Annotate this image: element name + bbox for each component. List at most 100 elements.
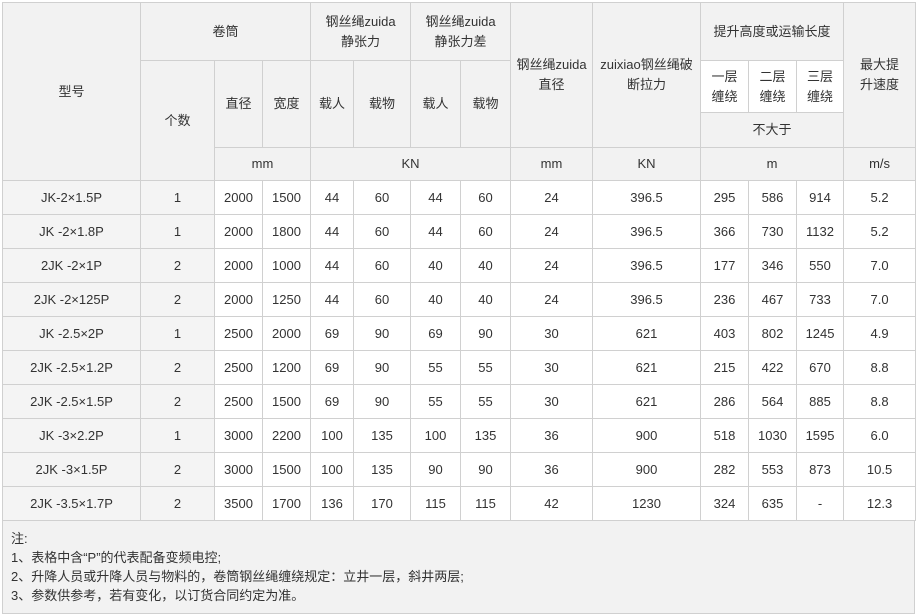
table-cell: 36 xyxy=(510,418,594,453)
table-row: 2JK -2.5×1.2P 2 2500 1200 69 90 55 55 30 621 215 42… xyxy=(2,350,917,385)
header-cell: 卷筒 xyxy=(139,2,312,61)
table-cell: 802 xyxy=(748,316,798,351)
table-cell: 90 xyxy=(460,452,512,487)
table-cell: 1500 xyxy=(261,384,312,419)
table-cell: 2JK -2×125P xyxy=(2,282,141,317)
table-cell: 24 xyxy=(510,214,594,249)
table-cell: 885 xyxy=(796,384,845,419)
table-row: JK -2×1.8P 1 2000 1800 44 60 44 60 24 396.5 366 730… xyxy=(2,214,917,249)
header-cell: 三层缠绕 xyxy=(796,60,845,113)
table-cell: 518 xyxy=(700,418,750,453)
table-cell: 1200 xyxy=(261,350,312,385)
table-cell: 30 xyxy=(510,384,594,419)
spec-table: 型号 卷筒 钢丝绳zuida静张力 钢丝绳zuida静张力差 钢丝绳zuida直… xyxy=(2,2,917,521)
table-cell: 60 xyxy=(353,214,412,249)
table-cell: 295 xyxy=(700,180,750,215)
table-cell: 2JK -3×1.5P xyxy=(2,452,141,487)
table-cell: 1245 xyxy=(796,316,845,351)
table-cell: 177 xyxy=(700,248,750,283)
table-cell: 55 xyxy=(410,350,462,385)
table-cell: 1000 xyxy=(261,248,312,283)
table-cell: 1500 xyxy=(261,452,312,487)
table-cell: 30 xyxy=(510,316,594,351)
table-cell: 3500 xyxy=(214,486,263,521)
table-cell: 3000 xyxy=(214,452,263,487)
note-line: 2、升降人员或升降人员与物料的，卷筒钢丝绳缠绕规定：立井一层，斜井两层; xyxy=(11,569,464,584)
header-cell: 直径 xyxy=(214,60,263,148)
table-cell: 44 xyxy=(410,180,462,215)
table-cell: 30 xyxy=(510,350,594,385)
table-cell: 90 xyxy=(410,452,462,487)
table-cell: 90 xyxy=(353,350,412,385)
table-cell: 324 xyxy=(700,486,750,521)
note-line: 3、参数供参考，若有变化，以订货合同约定为准。 xyxy=(11,588,305,603)
header-cell: 提升高度或运输长度 xyxy=(700,2,845,61)
table-cell: 136 xyxy=(310,486,355,521)
table-cell: 60 xyxy=(460,180,512,215)
table-body: JK-2×1.5P 1 2000 1500 44 60 44 60 24 396.5 295 586 9… xyxy=(2,180,917,521)
table-cell: 2000 xyxy=(214,282,263,317)
unit-cell: m/s xyxy=(843,147,917,181)
notes: 注: 1、表格中含“P”的代表配备变频电控; 2、升降人员或升降人员与物料的，卷筒钢… xyxy=(2,521,915,614)
table-cell: 564 xyxy=(748,384,798,419)
table-cell: 69 xyxy=(310,384,355,419)
table-row: 2JK -2×1P 2 2000 1000 44 60 40 40 24 396.5 177 346 5… xyxy=(2,248,917,283)
table-cell: 733 xyxy=(796,282,845,317)
header-cell: 型号 xyxy=(2,2,141,181)
table-cell: 2500 xyxy=(214,384,263,419)
table-cell: 5.2 xyxy=(843,180,917,215)
note-line: 1、表格中含“P”的代表配备变频电控; xyxy=(11,550,222,565)
table-cell: 215 xyxy=(700,350,750,385)
table-cell: 1595 xyxy=(796,418,845,453)
table-cell: 2JK -2×1P xyxy=(2,248,141,283)
table-row: 2JK -3×1.5P 2 3000 1500 100 135 90 90 36 900 282 55… xyxy=(2,452,917,487)
table-row: JK -2.5×2P 1 2500 2000 69 90 69 90 30 621 403 802 12… xyxy=(2,316,917,351)
table-cell: 24 xyxy=(510,282,594,317)
table-cell: 900 xyxy=(592,418,702,453)
unit-cell: mm xyxy=(213,147,312,181)
header-cell: 个数 xyxy=(140,60,215,181)
table-cell: JK -3×2.2P xyxy=(2,418,141,453)
table-cell: 1700 xyxy=(261,486,312,521)
table-cell: 396.5 xyxy=(592,180,702,215)
table-cell: 44 xyxy=(410,214,462,249)
table-cell: 44 xyxy=(310,180,355,215)
table-cell: 40 xyxy=(410,248,462,283)
table-cell: 2000 xyxy=(261,316,312,351)
table-cell: JK-2×1.5P xyxy=(2,180,141,215)
table-cell: 10.5 xyxy=(843,452,917,487)
table-cell: JK -2.5×2P xyxy=(2,316,141,351)
table-cell: 1500 xyxy=(261,180,312,215)
header-cell: 钢丝绳zuida静张力差 xyxy=(410,2,512,61)
table-cell: 5.2 xyxy=(843,214,917,249)
table-cell: 635 xyxy=(748,486,798,521)
unit-cell: KN xyxy=(310,147,512,181)
table-cell: 282 xyxy=(700,452,750,487)
table-cell: 366 xyxy=(700,214,750,249)
table-cell: 621 xyxy=(592,350,702,385)
table-cell: 2500 xyxy=(214,350,263,385)
header-cell: zuixiao钢丝绳破断拉力 xyxy=(592,2,702,148)
table-cell: 40 xyxy=(460,248,512,283)
table-cell: 586 xyxy=(748,180,798,215)
table-cell: 8.8 xyxy=(843,384,917,419)
table-cell: 2 xyxy=(140,282,215,317)
table-cell: 69 xyxy=(410,316,462,351)
header-cell: 宽度 xyxy=(261,60,312,148)
table-cell: 2JK -2.5×1.5P xyxy=(2,384,141,419)
table-row: JK-2×1.5P 1 2000 1500 44 60 44 60 24 396.5 295 586 9… xyxy=(2,180,917,215)
table-cell: 236 xyxy=(700,282,750,317)
table-cell: JK -2×1.8P xyxy=(2,214,141,249)
table-cell: 12.3 xyxy=(843,486,917,521)
table-cell: 621 xyxy=(592,316,702,351)
table-cell: 2JK -3.5×1.7P xyxy=(2,486,141,521)
table-cell: 55 xyxy=(460,384,512,419)
table-cell: 670 xyxy=(796,350,845,385)
table-cell: 346 xyxy=(748,248,798,283)
table-cell: 2 xyxy=(140,350,215,385)
table-cell: - xyxy=(796,486,845,521)
table-cell: 2000 xyxy=(214,214,263,249)
table-cell: 900 xyxy=(592,452,702,487)
